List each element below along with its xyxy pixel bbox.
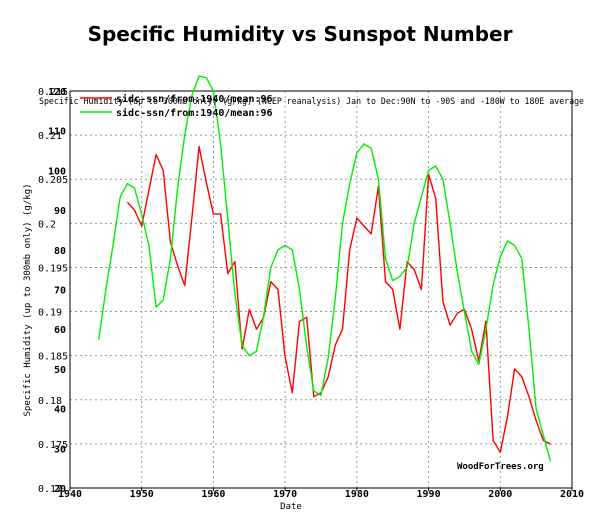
- y-left-tick-label: 0.195: [38, 263, 68, 274]
- y-left-tick-label: 0.185: [38, 352, 68, 363]
- chart-header-text: Specific Humidity (up to 300mb only) (g/…: [39, 97, 584, 107]
- series-layer: [98, 75, 552, 462]
- x-tick-label: 1990: [417, 489, 441, 500]
- y-left-tick-label: 0.17: [38, 484, 62, 495]
- y-right-tick-label: 50: [54, 365, 66, 376]
- y-left-tick-label: 0.205: [38, 175, 68, 186]
- y-axis-label: Specific Humidity (up to 300mb only) (g/…: [23, 184, 33, 417]
- watermark: WoodForTrees.org: [457, 462, 544, 472]
- x-tick-label: 2010: [560, 489, 584, 500]
- y-left-tick-label: 0.175: [38, 440, 68, 451]
- legend-label-0: sidc-ssn/from:1940/mean:96: [116, 93, 273, 105]
- right-axis: 20 30 40 50 60 70 80 90 100 110 120: [48, 87, 66, 495]
- series-line-0: [126, 145, 551, 453]
- y-right-tick-label: 70: [54, 286, 66, 297]
- x-tick-label: 1980: [345, 489, 369, 500]
- x-tick-label: 2000: [488, 489, 512, 500]
- page-title: Specific Humidity vs Sunspot Number: [87, 22, 513, 46]
- x-axis: 1940 1950 1960 1970 1980 1990 2000 2010: [58, 488, 584, 500]
- left-axis: 0.17 0.175 0.18 0.185 0.19 0.195 0.2 0.205 0.21 0…: [38, 87, 68, 495]
- y-right-tick-label: 100: [48, 166, 66, 177]
- x-tick-label: 1940: [58, 489, 82, 500]
- plot-frame: [69, 90, 573, 489]
- y-right-tick-label: 60: [54, 325, 66, 336]
- y-right-tick-label: 80: [54, 246, 66, 257]
- y-left-tick-label: 0.2: [38, 219, 56, 230]
- y-left-tick-label: 0.18: [38, 396, 62, 407]
- y-right-tick-label: 120: [48, 87, 66, 98]
- x-tick-label: 1970: [273, 489, 297, 500]
- y-left-tick-label: 0.21: [38, 131, 62, 142]
- x-axis-label: Date: [280, 502, 302, 512]
- y-left-tick-label: 0.215: [38, 87, 68, 98]
- y-right-tick-label: 30: [54, 444, 66, 455]
- legend-label-1: sidc-ssn/from:1940/mean:96: [116, 107, 273, 119]
- series-line-1: [98, 75, 552, 462]
- x-tick-label: 1950: [130, 489, 154, 500]
- grid: [70, 91, 572, 488]
- y-right-tick-label: 90: [54, 206, 66, 217]
- x-tick-label: 1960: [201, 489, 225, 500]
- y-right-tick-label: 20: [54, 484, 66, 495]
- legend: sidc-ssn/from:1940/mean:96 sidc-ssn/from:…: [80, 93, 273, 119]
- y-right-tick-label: 110: [48, 127, 66, 138]
- y-left-tick-label: 0.19: [38, 308, 62, 319]
- y-right-tick-label: 40: [54, 405, 66, 416]
